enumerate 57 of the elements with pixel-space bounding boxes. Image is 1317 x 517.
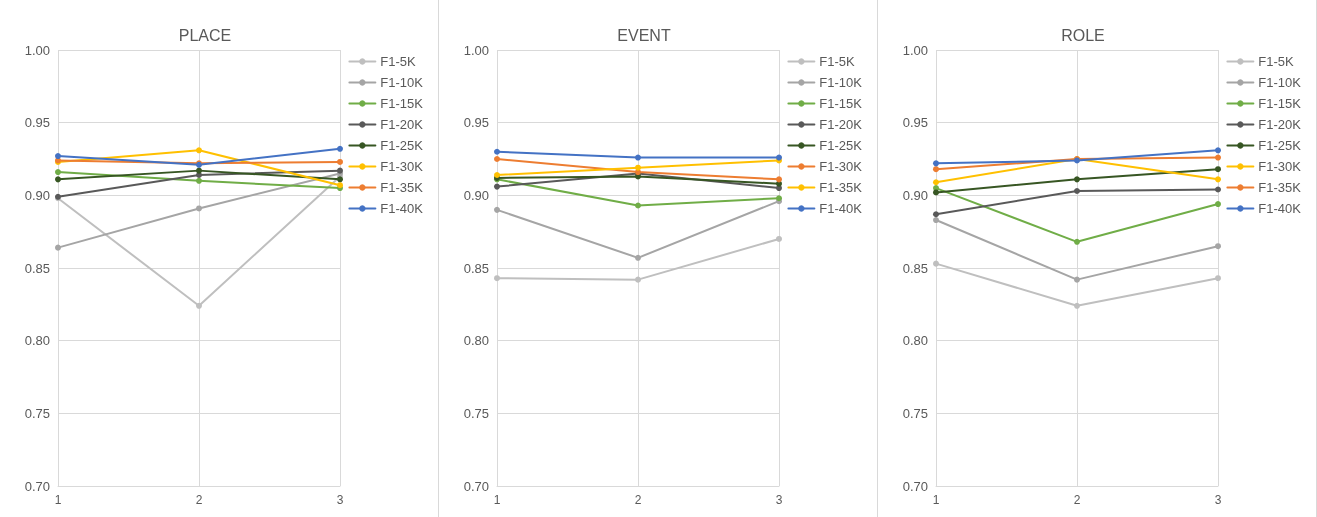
legend-label: F1-40K [1258, 201, 1302, 216]
legend-label: F1-5K [380, 54, 417, 69]
chart-title: PLACE [178, 26, 232, 44]
legend-label: F1-25K [1258, 138, 1302, 153]
y-tick-label: 0.80 [463, 333, 489, 349]
x-tick-label: 2 [634, 493, 642, 507]
legend-label: F1-40K [819, 201, 863, 216]
x-tick-label: 1 [932, 493, 940, 507]
legend-label: F1-20K [380, 117, 424, 132]
legend-label: F1-15K [819, 96, 863, 111]
x-tick-label: 1 [54, 493, 62, 507]
x-tick-label: 2 [195, 493, 203, 507]
y-tick-label: 0.80 [24, 333, 50, 349]
y-tick-label: 1.00 [463, 42, 489, 58]
legend-label: F1-15K [380, 96, 424, 111]
x-tick-label: 3 [1214, 493, 1222, 507]
y-tick-label: 1.00 [902, 42, 928, 58]
y-tick-label: 0.90 [902, 187, 928, 203]
y-tick-label: 0.85 [24, 260, 50, 276]
x-tick-label: 2 [1073, 493, 1081, 507]
y-tick-label: 0.70 [463, 478, 489, 494]
y-tick-label: 0.95 [24, 115, 50, 131]
legend-label: F1-30K [1258, 159, 1302, 174]
legend-label: F1-10K [1258, 75, 1302, 90]
legend-label: F1-30K [380, 159, 424, 174]
y-tick-label: 0.70 [902, 478, 928, 494]
y-tick-label: 0.95 [463, 115, 489, 131]
y-tick-label: 0.70 [24, 478, 50, 494]
x-tick-label: 3 [336, 493, 344, 507]
legend-label: F1-25K [819, 138, 863, 153]
y-tick-label: 0.90 [463, 187, 489, 203]
legend-label: F1-35K [819, 180, 863, 195]
legend-label: F1-5K [819, 54, 856, 69]
chart-title: EVENT [617, 26, 671, 44]
legend-label: F1-35K [380, 180, 424, 195]
legend-label: F1-30K [819, 159, 863, 174]
chart-title: ROLE [1061, 26, 1105, 44]
legend-label: F1-20K [819, 117, 863, 132]
y-tick-label: 0.85 [463, 260, 489, 276]
legend-label: F1-5K [1258, 54, 1295, 69]
y-tick-label: 0.85 [902, 260, 928, 276]
legend-label: F1-35K [1258, 180, 1302, 195]
y-tick-label: 0.95 [902, 115, 928, 131]
x-tick-label: 1 [493, 493, 501, 507]
y-tick-label: 0.75 [902, 405, 928, 421]
legend-label: F1-20K [1258, 117, 1302, 132]
legend-label: F1-40K [380, 201, 424, 216]
legend-label: F1-10K [380, 75, 424, 90]
y-tick-label: 0.90 [24, 187, 50, 203]
y-tick-label: 0.80 [902, 333, 928, 349]
legend-label: F1-25K [380, 138, 424, 153]
y-tick-label: 1.00 [24, 42, 50, 58]
y-tick-label: 0.75 [24, 405, 50, 421]
legend-label: F1-10K [819, 75, 863, 90]
legend-label: F1-15K [1258, 96, 1302, 111]
x-tick-label: 3 [775, 493, 783, 507]
y-tick-label: 0.75 [463, 405, 489, 421]
